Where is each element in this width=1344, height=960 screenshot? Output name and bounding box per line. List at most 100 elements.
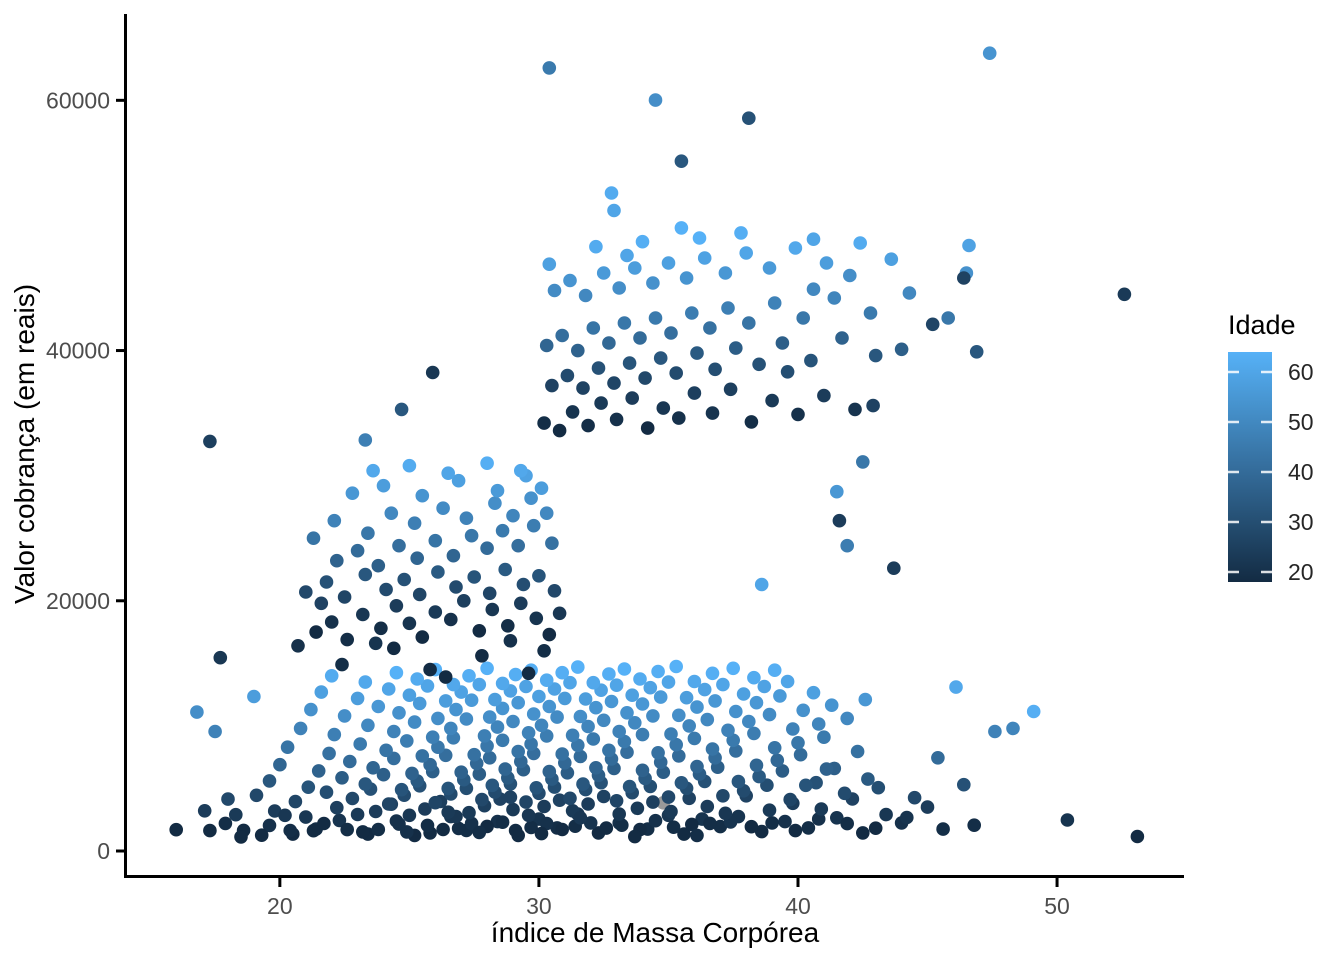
data-point [573, 749, 588, 764]
data-point [506, 714, 520, 729]
data-point [620, 745, 634, 759]
data-point [299, 810, 313, 824]
data-point [638, 371, 652, 385]
data-point [400, 734, 414, 748]
data-point [739, 246, 753, 260]
data-point [661, 790, 676, 804]
data-point [190, 705, 204, 719]
data-point [425, 365, 440, 380]
data-point [563, 273, 577, 288]
data-point [674, 221, 689, 235]
data-point [840, 711, 854, 726]
data-point [495, 701, 510, 716]
data-point [506, 508, 520, 523]
data-point [475, 792, 489, 807]
data-point [467, 747, 482, 762]
data-point [472, 624, 487, 638]
data-point [516, 577, 531, 592]
data-point [539, 673, 554, 687]
data-point [317, 816, 331, 831]
data-point [677, 827, 691, 841]
data-point [532, 689, 546, 704]
data-point [863, 306, 878, 320]
data-point [247, 689, 261, 704]
data-point [420, 679, 435, 693]
data-point [542, 764, 557, 779]
data-point [690, 700, 704, 714]
data-point [555, 665, 569, 680]
data-point [796, 311, 810, 325]
data-point [381, 682, 396, 696]
data-point [586, 732, 601, 746]
data-point [459, 511, 474, 525]
data-point [526, 707, 541, 721]
data-point [423, 662, 437, 677]
data-point [591, 361, 606, 375]
data-point [438, 694, 453, 708]
data-point [589, 239, 603, 254]
data-point [387, 724, 401, 739]
data-points [169, 46, 1145, 844]
legend: Idade 20 30 40 50 60 [1228, 310, 1314, 585]
data-point [454, 765, 469, 779]
legend-tick-label: 40 [1288, 459, 1314, 485]
data-point [646, 709, 660, 723]
data-point [539, 338, 554, 353]
data-point [514, 596, 528, 611]
data-point [521, 726, 536, 740]
data-point [542, 627, 557, 642]
data-point [778, 814, 792, 829]
data-point [350, 543, 365, 558]
data-point [514, 463, 528, 478]
data-point [931, 751, 945, 765]
data-point [902, 286, 917, 300]
data-point [428, 795, 443, 810]
data-point [573, 811, 588, 825]
data-point [415, 630, 430, 644]
data-point [565, 405, 580, 419]
data-point [609, 412, 624, 427]
data-point [539, 816, 554, 831]
data-point [407, 715, 422, 729]
data-point [358, 433, 373, 447]
data-point [742, 316, 756, 330]
data-point [555, 822, 569, 837]
data-point [464, 816, 479, 831]
data-point [545, 378, 559, 393]
data-point [806, 232, 821, 246]
data-point [674, 776, 689, 790]
data-point [508, 667, 523, 682]
data-point [853, 236, 867, 250]
data-point [555, 747, 569, 761]
legend-colorbar [1228, 352, 1272, 582]
data-point [599, 821, 614, 835]
data-point [529, 611, 544, 626]
data-point [301, 780, 316, 794]
data-point [1130, 829, 1145, 844]
y-tick-label: 60000 [46, 87, 110, 113]
data-point [949, 680, 963, 694]
data-point [394, 782, 409, 797]
data-point [811, 717, 826, 731]
data-point [319, 575, 334, 589]
data-point [653, 690, 668, 704]
data-point [280, 740, 295, 754]
x-axis-title: índice de Massa Corpórea [491, 917, 820, 948]
data-point [819, 762, 834, 776]
data-point [444, 612, 458, 627]
data-point [936, 822, 950, 836]
data-point [1026, 704, 1041, 719]
data-point [441, 805, 456, 819]
data-point [583, 816, 598, 830]
data-point [495, 676, 510, 691]
data-point [633, 331, 647, 345]
data-point [690, 346, 704, 360]
data-point [672, 708, 686, 723]
data-point [400, 825, 414, 839]
data-point [578, 692, 593, 706]
data-point [666, 820, 681, 834]
data-point [635, 234, 650, 249]
data-point [539, 506, 554, 520]
data-point [547, 584, 562, 598]
data-point [716, 677, 730, 692]
